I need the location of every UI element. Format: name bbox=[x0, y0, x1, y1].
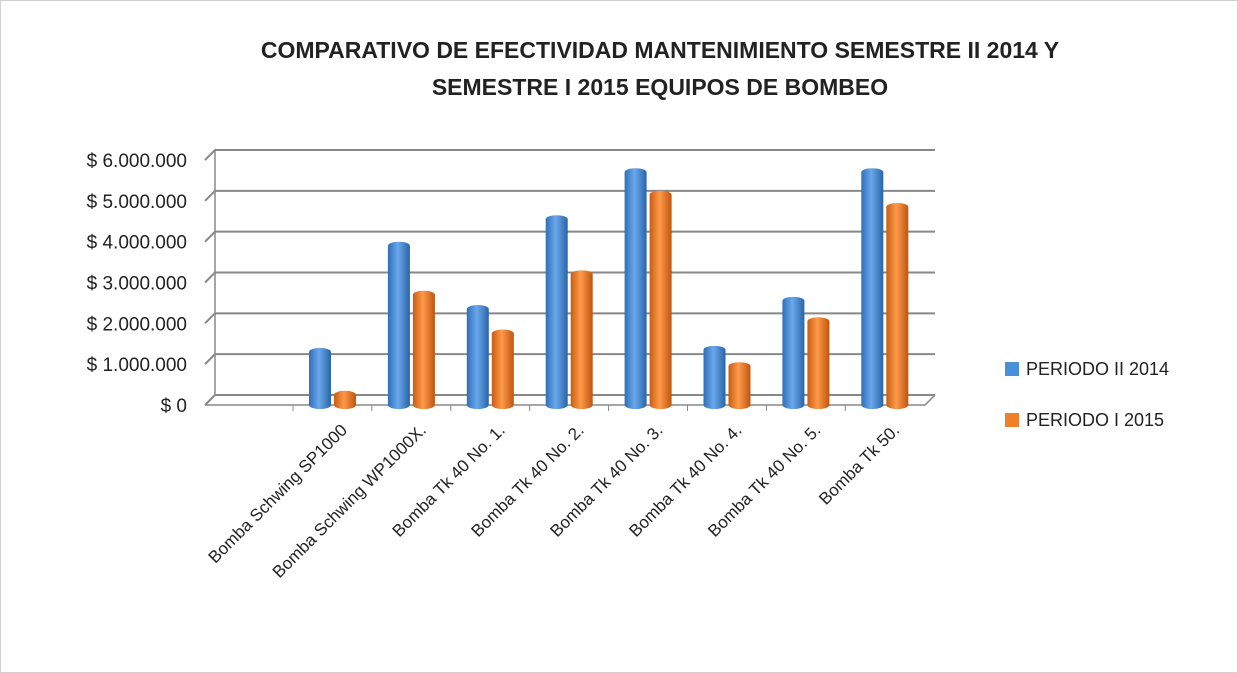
bar bbox=[807, 317, 830, 409]
legend-label: PERIODO II 2014 bbox=[1026, 359, 1169, 379]
bar bbox=[861, 168, 884, 409]
bar bbox=[545, 215, 568, 409]
legend-swatch bbox=[1005, 362, 1019, 376]
bar bbox=[728, 362, 751, 409]
grid-line bbox=[204, 394, 935, 406]
bar bbox=[624, 168, 647, 409]
legend-swatch bbox=[1005, 413, 1019, 427]
bar bbox=[570, 270, 593, 409]
legend-label: PERIODO I 2015 bbox=[1026, 410, 1164, 430]
y-tick-label: $ 1.000.000 bbox=[87, 355, 187, 376]
floor bbox=[205, 394, 936, 406]
y-tick-label: $ 4.000.000 bbox=[87, 233, 187, 254]
y-tick-label: $ 6.000.000 bbox=[87, 151, 187, 172]
bar bbox=[703, 345, 726, 409]
grid-line bbox=[204, 271, 935, 284]
grid-line bbox=[204, 353, 935, 365]
bar bbox=[886, 202, 909, 409]
bar bbox=[649, 190, 672, 409]
y-tick-label: $ 0 bbox=[161, 396, 187, 417]
bar bbox=[491, 329, 514, 409]
bar bbox=[334, 390, 356, 409]
grid-line bbox=[204, 312, 935, 325]
y-tick-label: $ 2.000.000 bbox=[87, 314, 187, 335]
grid-line bbox=[204, 230, 935, 243]
bar bbox=[387, 241, 410, 409]
bar bbox=[412, 290, 435, 409]
grid-line bbox=[204, 149, 935, 161]
chart-title: COMPARATIVO DE EFECTIVIDAD MANTENIMIENTO… bbox=[261, 37, 1059, 63]
y-tick-label: $ 5.000.000 bbox=[87, 192, 187, 213]
bar bbox=[782, 296, 805, 409]
bar bbox=[309, 347, 331, 409]
grid-line bbox=[204, 189, 935, 202]
chart-title: SEMESTRE I 2015 EQUIPOS DE BOMBEO bbox=[432, 74, 888, 100]
y-tick-label: $ 3.000.000 bbox=[87, 274, 187, 295]
bar bbox=[466, 305, 489, 409]
